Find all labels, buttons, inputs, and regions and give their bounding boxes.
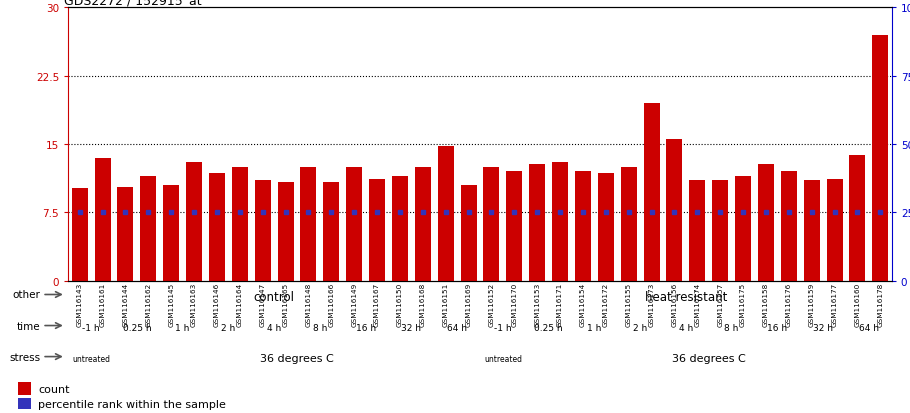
- Bar: [460, 185, 477, 281]
- Bar: [232, 167, 248, 281]
- Text: 32 h: 32 h: [401, 323, 421, 332]
- Text: 8 h: 8 h: [724, 323, 739, 332]
- Bar: [713, 181, 728, 281]
- Bar: [530, 164, 545, 281]
- Bar: [873, 36, 888, 281]
- Bar: [186, 163, 202, 281]
- Bar: [552, 163, 568, 281]
- Bar: [438, 146, 454, 281]
- Bar: [621, 167, 637, 281]
- Text: count: count: [38, 384, 70, 394]
- Text: -1 h: -1 h: [494, 323, 511, 332]
- Text: control: control: [254, 290, 295, 303]
- Text: 64 h: 64 h: [859, 323, 879, 332]
- Bar: [506, 172, 522, 281]
- Text: heat resistant: heat resistant: [644, 290, 727, 303]
- Bar: [804, 181, 820, 281]
- Text: 4 h: 4 h: [267, 323, 281, 332]
- Text: untreated: untreated: [484, 354, 522, 363]
- Bar: [826, 179, 843, 281]
- Bar: [255, 181, 270, 281]
- Text: percentile rank within the sample: percentile rank within the sample: [38, 399, 226, 409]
- Text: 1 h: 1 h: [176, 323, 190, 332]
- Bar: [209, 173, 225, 281]
- Bar: [392, 176, 408, 281]
- Text: 2 h: 2 h: [221, 323, 236, 332]
- Text: 16 h: 16 h: [356, 323, 376, 332]
- Bar: [346, 167, 362, 281]
- Bar: [18, 382, 31, 395]
- Bar: [849, 155, 865, 281]
- Bar: [72, 188, 87, 281]
- Bar: [735, 176, 751, 281]
- Bar: [758, 164, 774, 281]
- Bar: [300, 167, 317, 281]
- Text: GDS2272 / 152915_at: GDS2272 / 152915_at: [64, 0, 202, 7]
- Text: time: time: [17, 321, 41, 331]
- Bar: [575, 172, 591, 281]
- Text: 1 h: 1 h: [587, 323, 602, 332]
- Bar: [278, 183, 294, 281]
- Bar: [781, 172, 797, 281]
- Text: 2 h: 2 h: [633, 323, 647, 332]
- Text: -1 h: -1 h: [82, 323, 100, 332]
- Text: 0.25 h: 0.25 h: [123, 323, 151, 332]
- Text: other: other: [13, 290, 41, 300]
- Bar: [323, 183, 339, 281]
- Bar: [415, 167, 430, 281]
- Text: 36 degrees C: 36 degrees C: [672, 353, 745, 363]
- Text: untreated: untreated: [72, 354, 110, 363]
- Bar: [95, 158, 111, 281]
- Bar: [140, 176, 157, 281]
- Bar: [643, 104, 660, 281]
- Bar: [369, 179, 385, 281]
- Bar: [666, 140, 682, 281]
- Text: stress: stress: [10, 352, 41, 362]
- Bar: [598, 173, 614, 281]
- Text: 4 h: 4 h: [679, 323, 693, 332]
- Text: 32 h: 32 h: [814, 323, 834, 332]
- Bar: [690, 181, 705, 281]
- Bar: [117, 187, 134, 281]
- Bar: [483, 167, 500, 281]
- Text: 64 h: 64 h: [447, 323, 467, 332]
- Text: 0.25 h: 0.25 h: [534, 323, 563, 332]
- Text: 16 h: 16 h: [767, 323, 787, 332]
- Text: 36 degrees C: 36 degrees C: [260, 353, 334, 363]
- Bar: [18, 398, 31, 411]
- Bar: [163, 185, 179, 281]
- Text: 8 h: 8 h: [313, 323, 327, 332]
